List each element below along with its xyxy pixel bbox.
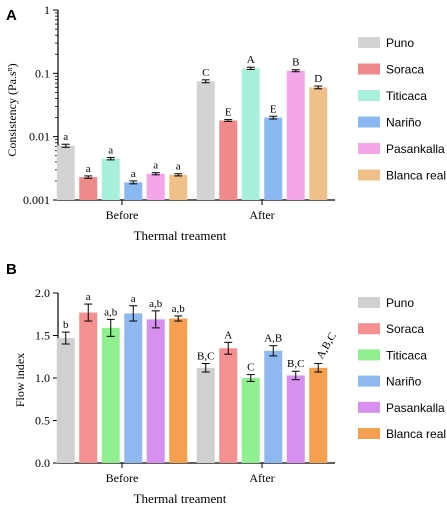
panel-a-legend-swatch	[358, 37, 380, 48]
panel-a-bar	[219, 120, 238, 200]
panel-a-sig-label: a	[153, 160, 158, 172]
panel-a-bar	[264, 117, 283, 200]
panel-a-xtick-label: Before	[106, 208, 139, 222]
panel-a-sig-label: A	[247, 54, 255, 66]
panel-a-sig-label: a	[86, 163, 91, 175]
panel-a-bar	[196, 81, 215, 200]
panel-b-legend-swatch	[358, 349, 380, 361]
panel-a-ytick-label: 1	[44, 3, 50, 17]
panel-a-ytick-label: 0.01	[29, 130, 50, 144]
panel-a-legend-label: Soraca	[386, 63, 424, 77]
panel-a-ylabel-main: Consistency (Pa.s	[5, 71, 19, 157]
panel-b-ytick-label: 1.5	[35, 329, 50, 343]
panel-a-legend-swatch	[358, 116, 380, 128]
panel-a-legend-swatch	[358, 143, 380, 154]
panel-a-sig-label: a	[131, 168, 136, 180]
panel-b-sig-label: C	[247, 362, 254, 374]
panel-a-sig-label: B	[292, 57, 299, 69]
panel-b-ylabel: Flow index	[13, 353, 27, 407]
panel-b-bar	[219, 348, 238, 463]
panel-b-bar	[309, 367, 328, 463]
panel-b-legend-label: Blanca real	[386, 427, 446, 441]
panel-b-sig-label: B,C	[197, 351, 214, 363]
panel-b-legend-swatch	[358, 375, 380, 387]
panel-b-sig-label: A,B	[264, 333, 282, 345]
panel-a-bar	[286, 70, 305, 201]
panel-b-sig-label: b	[63, 319, 69, 331]
panel-b-bar	[264, 350, 283, 463]
panel-a-bar	[241, 68, 260, 201]
panel-a-bar	[79, 177, 98, 200]
panel-a-sig-label: C	[202, 67, 209, 79]
panel-b-legend-label: Pasankalla	[386, 401, 445, 415]
panel-b-legend-label: Titicaca	[386, 348, 427, 362]
panel-a-label: A	[6, 7, 17, 24]
panel-a-bar	[56, 145, 75, 200]
panel-a-legend-swatch	[358, 63, 380, 75]
panel-b-legend-swatch	[358, 428, 380, 439]
panel-b-ytick-label: 0.5	[35, 414, 50, 428]
panel-b-xlabel: Thermal treament	[134, 491, 227, 506]
panel-a-ylabel-end: )	[5, 63, 19, 67]
panel-b-legend-swatch	[358, 401, 380, 413]
panel-b-bar	[101, 327, 120, 463]
panel-b-legend-label: Soraca	[386, 322, 424, 336]
panel-b-bar	[79, 312, 98, 463]
panel-b-ytick-label: 2.0	[35, 286, 50, 300]
panel-b-sig-label: A,B,C	[314, 331, 338, 361]
panel-b-bar	[124, 313, 143, 463]
panel-a-bar	[169, 174, 188, 200]
panel-b-ytick-label: 0.0	[35, 456, 50, 470]
panel-b-sig-label: a	[131, 293, 136, 305]
panel-a-bar	[309, 87, 328, 200]
panel-b-sig-label: a,b	[149, 298, 163, 310]
panel-a-legend-label: Blanca real	[386, 169, 446, 183]
panel-a-legend-label: Puno	[386, 36, 414, 50]
panel-a-ytick-label: 0.001	[23, 193, 50, 207]
panel-a-chart: 0.001 0.01 0.1 1 Before After a Ca Ea Aa Ea Ba D Puno…	[23, 3, 446, 222]
panel-a-sig-label: a	[63, 131, 68, 143]
panel-a-xtick-label: After	[249, 208, 274, 222]
panel-a-sig-label: a	[108, 144, 113, 156]
panel-b-legend-swatch	[358, 297, 380, 308]
panel-b-bar	[169, 318, 188, 463]
panel-a-legend-swatch	[358, 169, 380, 181]
panel-b-chart: 0.0 0.5 1.0 1.5 2.0 Before After b B,C a Aa,b Ca A,B…	[35, 286, 446, 485]
panel-b-label: B	[6, 261, 17, 278]
panel-a-legend-label: Pasankalla	[386, 142, 445, 156]
panel-a-ylabel-sup: n	[5, 67, 14, 71]
panel-a-sig-label: D	[314, 73, 322, 85]
panel-b-sig-label: a,b	[104, 306, 118, 318]
panel-b-sig-label: A	[224, 329, 232, 341]
panel-a-legend-label: Titicaca	[386, 89, 427, 103]
panel-a-sig-label: a	[176, 161, 181, 173]
panel-b-sig-label: a,b	[172, 303, 186, 315]
panel-b-bar	[241, 378, 260, 463]
panel-b-xtick-label: Before	[106, 471, 139, 485]
panel-a-bar	[101, 158, 120, 200]
panel-b-bar	[286, 375, 305, 463]
panel-b-sig-label: B,C	[287, 358, 304, 370]
panel-a-bar	[124, 182, 143, 200]
panel-b-ytick-label: 1.0	[35, 371, 50, 385]
panel-b-bar	[196, 367, 215, 463]
panel-b-bar	[56, 338, 75, 463]
panel-a-ylabel: Consistency (Pa.sn)	[5, 63, 20, 156]
panel-b-bar	[146, 319, 165, 463]
panel-a-ytick-label: 0.1	[35, 66, 50, 80]
panel-a-sig-label: E	[270, 103, 277, 115]
panel-a-legend-swatch	[358, 90, 380, 101]
panel-b-legend-swatch	[358, 323, 380, 335]
panel-b-sig-label: a	[86, 291, 91, 303]
panel-a-legend-label: Nariño	[386, 116, 422, 130]
panel-b-xtick-label: After	[249, 471, 274, 485]
panel-a-xlabel: Thermal treament	[134, 228, 227, 243]
panel-a-sig-label: E	[225, 107, 232, 119]
panel-a-bar	[146, 173, 165, 200]
panel-b-legend-label: Puno	[386, 296, 414, 310]
panel-b-legend-label: Nariño	[386, 375, 422, 389]
